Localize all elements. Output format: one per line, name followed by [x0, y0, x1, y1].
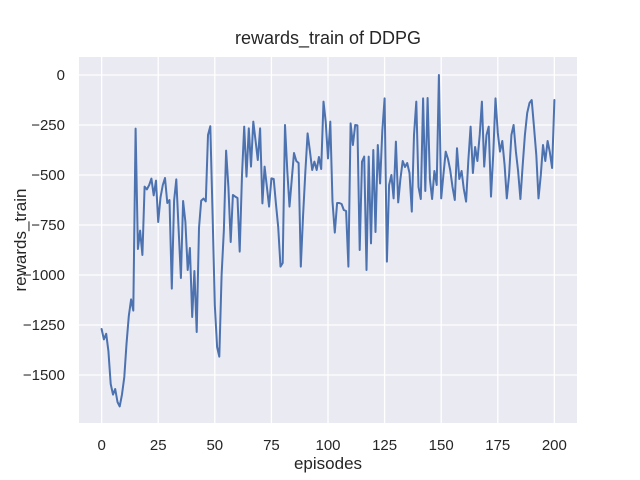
x-tick-label: 125	[372, 437, 397, 454]
x-tick-label: 0	[97, 437, 105, 454]
x-tick-label: 25	[150, 437, 167, 454]
x-tick-label: 200	[542, 437, 567, 454]
x-tick-label: 175	[485, 437, 510, 454]
x-tick-label: 150	[429, 437, 454, 454]
data-line	[100, 74, 556, 408]
y-axis-label: rewards_train	[11, 188, 30, 292]
y-tick-label: −1000	[23, 267, 65, 284]
y-tick-label: −750	[31, 217, 65, 234]
x-tick-label: 50	[206, 437, 223, 454]
x-axis-label: episodes	[293, 454, 363, 473]
y-tick-label: −1250	[23, 317, 65, 334]
chart-title: rewards_train of DDPG	[234, 28, 422, 48]
x-tick-label: 75	[263, 437, 280, 454]
y-tick-label: −500	[31, 167, 65, 184]
y-tick-label: −1500	[23, 367, 65, 384]
y-tick-label: 0	[57, 67, 65, 84]
x-tick-label: 100	[315, 437, 340, 454]
y-tick-label: −250	[31, 117, 65, 134]
